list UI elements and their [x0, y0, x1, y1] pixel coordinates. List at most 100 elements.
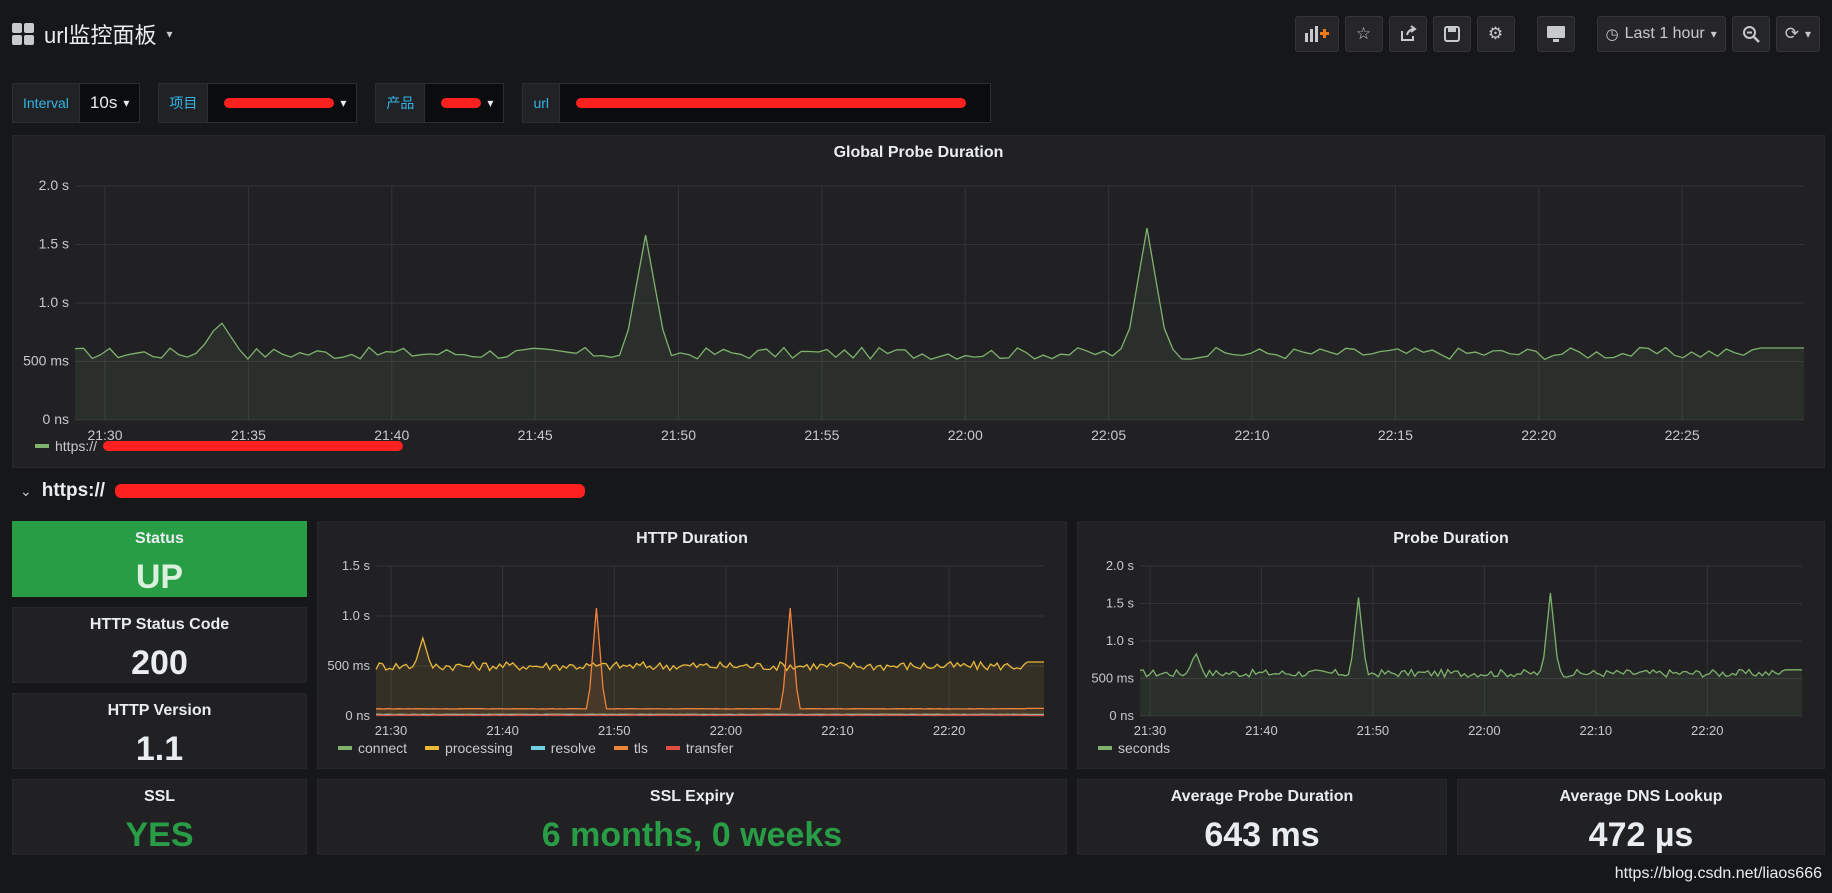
status-value: UP: [135, 558, 184, 596]
panel-title: SSL Expiry: [649, 788, 735, 805]
variable-project[interactable]: 项目 ▾: [158, 83, 358, 123]
watermark-text: https://blog.csdn.net/liaos666: [1614, 865, 1822, 882]
redaction-scribble: [103, 441, 404, 451]
dashboard-picker[interactable]: url监控面板 ▾: [12, 18, 172, 50]
series-line-seconds: [1139, 592, 1802, 679]
caret-down-icon: ▾: [1804, 27, 1811, 41]
share-icon: [1400, 25, 1417, 41]
x-tick-label: 22:05: [1091, 427, 1126, 443]
legend-swatch: [530, 746, 545, 750]
y-tick-label: 500 ms: [23, 353, 69, 369]
add-panel-icon: [1304, 26, 1329, 42]
chevron-down-icon[interactable]: ⌄: [20, 482, 32, 499]
x-tick-label: 21:30: [87, 427, 122, 443]
legend-swatch: [665, 746, 680, 750]
legend-item[interactable]: resolve: [530, 740, 596, 756]
probe-duration-chart[interactable]: 0 ns 500 ms 1.0 s 1.5 s 2.0 s 21:30 21:40 21:50…: [1078, 552, 1824, 742]
variable-dropdown[interactable]: ▾: [208, 83, 358, 123]
variable-url[interactable]: url: [522, 83, 991, 123]
time-picker-button[interactable]: ◷ Last 1 hour ▾: [1596, 16, 1726, 52]
x-tick-label: 22:20: [1521, 427, 1556, 443]
legend-item[interactable]: processing: [425, 740, 513, 756]
panel-http-duration[interactable]: HTTP Duration 0 ns 500 ms 1.0 s 1.5 s 21:30 2…: [317, 521, 1067, 769]
panel-title: Average Probe Duration: [1170, 788, 1354, 805]
clock-icon: ◷: [1605, 26, 1619, 43]
panel-title: Global Probe Duration: [833, 144, 1004, 161]
legend-swatch: [1098, 746, 1112, 750]
panel-title: Probe Duration: [1393, 530, 1509, 547]
variable-dropdown[interactable]: ▾: [425, 83, 505, 123]
y-tick-label: 1.0 s: [1106, 633, 1135, 648]
gear-icon: ⚙: [1487, 24, 1504, 43]
http-duration-chart[interactable]: 0 ns 500 ms 1.0 s 1.5 s 21:30 21:40 21:50 22:00…: [318, 552, 1066, 742]
y-tick-label: 1.0 s: [39, 294, 69, 310]
x-tick-label: 22:25: [1665, 427, 1700, 443]
x-tick-label: 22:00: [1468, 723, 1501, 738]
legend-item[interactable]: https://: [35, 438, 404, 454]
variable-label: url: [522, 83, 560, 123]
star-icon: ☆: [1355, 24, 1372, 43]
variable-interval[interactable]: Interval 10s ▾: [12, 83, 141, 123]
variable-input[interactable]: [560, 83, 991, 123]
zoom-out-button[interactable]: [1731, 16, 1770, 52]
variable-product[interactable]: 产品 ▾: [375, 83, 505, 123]
caret-down-icon[interactable]: ▾: [166, 27, 173, 41]
variable-dropdown[interactable]: 10s ▾: [79, 83, 141, 123]
refresh-button[interactable]: ⟳ ▾: [1775, 16, 1820, 52]
y-tick-label: 500 ms: [327, 658, 370, 673]
x-tick-label: 21:40: [1245, 723, 1278, 738]
tv-mode-button[interactable]: [1536, 16, 1575, 52]
series-line-https: [74, 227, 1804, 361]
legend-item[interactable]: seconds: [1098, 740, 1170, 756]
y-tick-label: 1.5 s: [1106, 596, 1135, 611]
variable-label: 项目: [158, 83, 209, 123]
add-panel-button[interactable]: [1294, 16, 1339, 52]
x-tick-label: 22:00: [710, 723, 743, 738]
x-tick-label: 22:10: [821, 723, 854, 738]
panel-title: HTTP Duration: [636, 530, 748, 547]
save-icon: [1443, 26, 1460, 42]
y-tick-label: 0 ns: [43, 411, 69, 427]
x-tick-label: 22:20: [1691, 723, 1724, 738]
dashboard-title[interactable]: url监控面板: [44, 23, 157, 48]
legend-label: transfer: [685, 740, 734, 756]
panel-probe-duration[interactable]: Probe Duration 0 ns 500 ms 1.0 s 1.5 s 2.0 s…: [1077, 521, 1825, 769]
global-probe-duration-chart[interactable]: 0 ns 500 ms 1.0 s 1.5 s 2.0 s 21:30 21:35 21:40…: [13, 166, 1824, 456]
http-status-value: 200: [131, 644, 188, 682]
save-button[interactable]: [1432, 16, 1471, 52]
legend-label: https://: [55, 438, 98, 454]
star-button[interactable]: ☆: [1344, 16, 1383, 52]
share-button[interactable]: [1388, 16, 1427, 52]
x-tick-label: 22:00: [948, 427, 983, 443]
panel-average-dns-lookup[interactable]: Average DNS Lookup 472 µs: [1457, 779, 1825, 855]
chart-legend: seconds: [1098, 740, 1170, 756]
x-tick-label: 21:50: [661, 427, 696, 443]
panel-ssl-expiry[interactable]: SSL Expiry 6 months, 0 weeks: [317, 779, 1067, 855]
panel-ssl[interactable]: SSL YES: [12, 779, 307, 855]
legend-item[interactable]: connect: [338, 740, 407, 756]
template-variables: Interval 10s ▾ 项目 ▾ 产品 ▾ url: [12, 83, 991, 123]
row-title: https://: [41, 480, 106, 501]
panel-average-probe-duration[interactable]: Average Probe Duration 643 ms: [1077, 779, 1447, 855]
dashboard-toolbar: ☆ ⚙ ◷ Last 1 hour ▾ ⟳ ▾: [1294, 16, 1820, 52]
caret-down-icon: ▾: [340, 96, 347, 110]
panel-http-version[interactable]: HTTP Version 1.1: [12, 693, 307, 769]
ssl-value: YES: [125, 816, 194, 854]
series-area-https: [75, 228, 1804, 420]
panel-title: SSL: [143, 788, 176, 805]
legend-swatch: [338, 746, 352, 750]
legend-item[interactable]: transfer: [665, 740, 734, 756]
caret-down-icon: ▾: [1710, 27, 1717, 41]
top-navbar: url监控面板 ▾ ☆ ⚙ ◷ Last 1 hour ▾ ⟳ ▾: [0, 0, 1832, 70]
panel-http-status-code[interactable]: HTTP Status Code 200: [12, 607, 307, 683]
y-tick-label: 2.0 s: [39, 177, 69, 193]
settings-button[interactable]: ⚙: [1476, 16, 1515, 52]
legend-item[interactable]: tls: [613, 740, 648, 756]
y-tick-label: 0 ns: [345, 708, 370, 723]
average-dns-value: 472 µs: [1588, 816, 1694, 854]
panel-global-probe-duration[interactable]: Global Probe Duration 0 ns 500 ms 1.0 s 1.5…: [12, 135, 1825, 468]
redaction-scribble: [441, 98, 482, 108]
legend-swatch: [35, 444, 49, 448]
dashboard-row-header[interactable]: ⌄ https://: [20, 480, 586, 502]
panel-status[interactable]: Status UP: [12, 521, 307, 597]
